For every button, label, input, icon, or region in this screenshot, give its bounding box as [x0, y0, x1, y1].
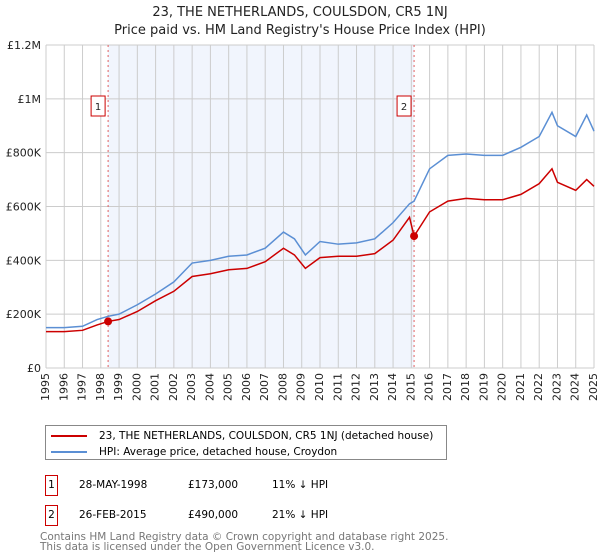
x-tick-label: 2012 [350, 373, 363, 401]
price-paid-line [46, 167, 595, 333]
x-tick-label: 2020 [496, 373, 509, 401]
sale-label-box [396, 95, 412, 117]
y-tick-label: £400K [6, 254, 42, 267]
x-tick-label: 2008 [276, 373, 289, 401]
x-tick-label: 2002 [167, 373, 180, 401]
x-tick-label: 2015 [404, 373, 417, 401]
y-tick-label: £1.2M [7, 39, 41, 52]
x-tick-label: 2013 [368, 373, 381, 401]
y-tick-label: £200K [6, 308, 42, 321]
chart-title: 23, THE NETHERLANDS, COULSDON, CR5 1NJ [152, 5, 448, 20]
y-tick-label: £600K [6, 201, 42, 214]
x-tick-label: 2018 [459, 373, 472, 401]
legend: 23, THE NETHERLANDS, COULSDON, CR5 1NJ (… [45, 425, 447, 460]
sale-label-box [90, 95, 106, 117]
x-tick-label: 1995 [39, 373, 52, 401]
x-tick-label: 2001 [149, 373, 162, 401]
y-tick-label: £800K [6, 147, 42, 160]
x-tick-label: 1997 [76, 373, 89, 401]
x-tick-label: 2017 [441, 373, 454, 401]
x-tick-label: 2025 [587, 373, 600, 401]
x-tick-label: 2010 [313, 373, 326, 401]
legend-swatch-blue [51, 451, 87, 453]
legend-label-property: 23, THE NETHERLANDS, COULSDON, CR5 1NJ (… [99, 430, 434, 442]
x-tick-label: 1999 [112, 373, 125, 401]
footer: Contains HM Land Registry data © Crown c… [40, 531, 449, 553]
chart-subtitle: Price paid vs. HM Land Registry's House … [114, 23, 486, 38]
x-tick-label: 2000 [130, 373, 143, 401]
transaction-marker: 1 [45, 475, 58, 496]
x-tick-label: 1996 [57, 373, 70, 401]
x-tick-label: 2023 [550, 373, 563, 401]
y-tick-label: £1M [18, 93, 42, 106]
transaction-date: 26-FEB-2015 [79, 509, 147, 521]
sale-label: 1 [95, 102, 101, 113]
transaction-price: £173,000 [188, 479, 239, 491]
transaction-hpi: 21% ↓ HPI [272, 509, 329, 521]
x-tick-label: 2005 [222, 373, 235, 401]
x-tick-label: 2006 [240, 373, 253, 401]
footer-line: This data is licensed under the Open Gov… [40, 541, 375, 553]
transaction-date: 28-MAY-1998 [79, 479, 148, 491]
hpi-line [46, 110, 595, 329]
y-tick-label: £0 [27, 362, 41, 375]
x-tick-label: 2004 [203, 373, 216, 401]
sale-point [104, 317, 113, 326]
x-tick-label: 2007 [258, 373, 271, 401]
x-tick-label: 2019 [477, 373, 490, 401]
x-tick-label: 2022 [532, 373, 545, 401]
x-tick-label: 2024 [569, 373, 582, 401]
transaction-price: £490,000 [188, 509, 239, 521]
legend-label-hpi: HPI: Average price, detached house, Croy… [99, 446, 338, 458]
transaction-hpi: 11% ↓ HPI [272, 479, 329, 491]
x-tick-label: 2014 [386, 373, 399, 401]
price-chart: 1995 1996 1997 1998 1999 2000 2001 2002 2003 2004… [6, 39, 600, 401]
x-tick-label: 1998 [94, 373, 107, 401]
legend-swatch-red [51, 435, 87, 437]
footer-line: Contains HM Land Registry data © Crown c… [40, 531, 449, 543]
sale-label: 2 [401, 102, 407, 113]
x-tick-label: 2009 [295, 373, 308, 401]
transaction-marker: 2 [45, 505, 58, 526]
x-tick-label: 2003 [185, 373, 198, 401]
x-tick-label: 2021 [514, 373, 527, 401]
sale-point [410, 232, 419, 241]
x-tick-label: 2016 [423, 373, 436, 401]
x-tick-label: 2011 [331, 373, 344, 401]
